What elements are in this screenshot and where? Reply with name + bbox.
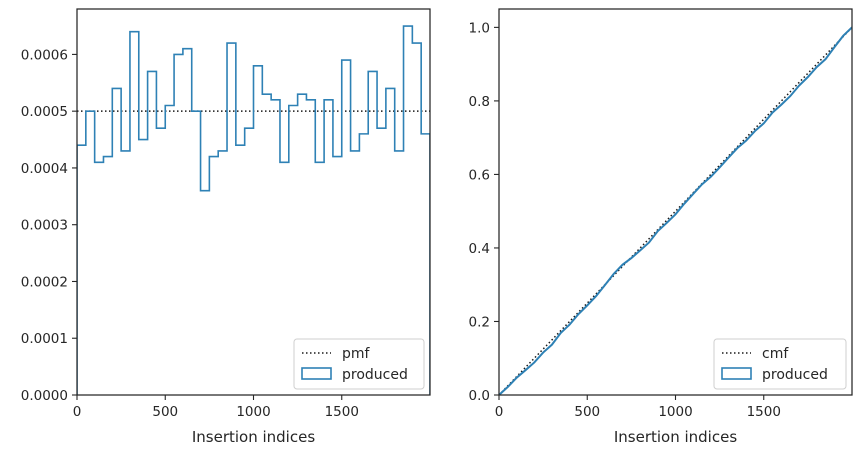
data-point — [798, 85, 800, 87]
data-point — [683, 203, 685, 205]
y-tick-label: 0.0003 — [21, 218, 68, 234]
legend: pmf produced — [293, 338, 425, 390]
data-point — [710, 176, 712, 178]
data-point — [833, 46, 835, 48]
data-point — [842, 35, 844, 37]
data-point — [577, 313, 579, 315]
data-point — [701, 183, 703, 185]
data-point — [780, 104, 782, 106]
data-point — [736, 147, 738, 149]
y-tick-label: 0.0 — [469, 388, 490, 404]
plot-area — [77, 25, 430, 395]
x-tick-label: 1500 — [325, 404, 359, 420]
data-point — [807, 76, 809, 78]
x-tick-label: 0 — [73, 404, 82, 420]
x-tick-label: 1000 — [658, 404, 692, 420]
series-line-produced — [499, 26, 852, 395]
data-point — [692, 193, 694, 195]
axes-frame — [498, 8, 853, 396]
x-tick-label: 500 — [152, 404, 178, 420]
data-point — [551, 344, 553, 346]
data-point — [727, 157, 729, 159]
y-tick-label: 0.0004 — [21, 161, 68, 177]
data-point — [533, 361, 535, 363]
y-tick-label: 0.0005 — [21, 104, 68, 120]
plot-area — [499, 26, 852, 395]
legend-label: produced — [762, 367, 828, 383]
data-point — [648, 241, 650, 243]
data-point — [772, 111, 774, 113]
legend-frame — [713, 338, 847, 390]
legend-swatch-produced — [721, 367, 752, 380]
data-point — [560, 332, 562, 334]
data-point — [542, 352, 544, 354]
legend: cmf produced — [713, 338, 847, 390]
data-point — [657, 230, 659, 232]
data-point — [516, 377, 518, 379]
y-tick-label: 1.0 — [469, 20, 490, 36]
data-point — [524, 369, 526, 371]
legend-frame — [293, 338, 425, 390]
x-tick-label: 1000 — [236, 404, 270, 420]
y-tick-label: 0.6 — [469, 167, 490, 183]
legend-label: pmf — [342, 346, 371, 362]
data-point — [569, 324, 571, 326]
y-tick-label: 0.8 — [469, 94, 490, 110]
x-axis-label: Insertion indices — [614, 428, 737, 446]
x-axis-label: Insertion indices — [192, 428, 315, 446]
data-point — [604, 284, 606, 286]
y-tick-label: 0.0000 — [21, 388, 68, 404]
data-point — [719, 166, 721, 168]
data-point — [754, 130, 756, 132]
data-point — [816, 66, 818, 68]
data-point — [630, 257, 632, 259]
series-line-produced — [77, 25, 430, 395]
x-tick-label: 0 — [495, 404, 504, 420]
legend-label: produced — [342, 367, 408, 383]
data-point — [595, 295, 597, 297]
reference-line-cmf — [499, 26, 852, 395]
y-tick-label: 0.0006 — [21, 47, 68, 63]
y-tick-label: 0.4 — [469, 241, 490, 257]
cmf-line-panel: 0 500 1000 1500 0.0 0.2 0.4 0.6 0.8 1.0 Insertion … — [469, 8, 853, 446]
pmf-histogram-panel: 0 500 1000 1500 0.0000 0.0001 0.0002 0.0003 0.00… — [21, 8, 431, 446]
y-tick-label: 0.0001 — [21, 331, 68, 347]
y-tick-label: 0.0002 — [21, 274, 68, 290]
data-point — [507, 386, 509, 388]
x-tick-label: 500 — [574, 404, 600, 420]
data-point — [639, 249, 641, 251]
legend-label: cmf — [762, 346, 789, 362]
data-point — [789, 95, 791, 97]
y-tick-label: 0.2 — [469, 314, 490, 330]
x-tick-label: 1500 — [747, 404, 781, 420]
data-point — [613, 273, 615, 275]
data-point — [825, 58, 827, 60]
legend-swatch-produced — [301, 367, 332, 380]
data-point — [745, 140, 747, 142]
data-point — [675, 213, 677, 215]
data-point — [763, 122, 765, 124]
data-point — [622, 264, 624, 266]
data-point — [586, 304, 588, 306]
data-point — [666, 222, 668, 224]
